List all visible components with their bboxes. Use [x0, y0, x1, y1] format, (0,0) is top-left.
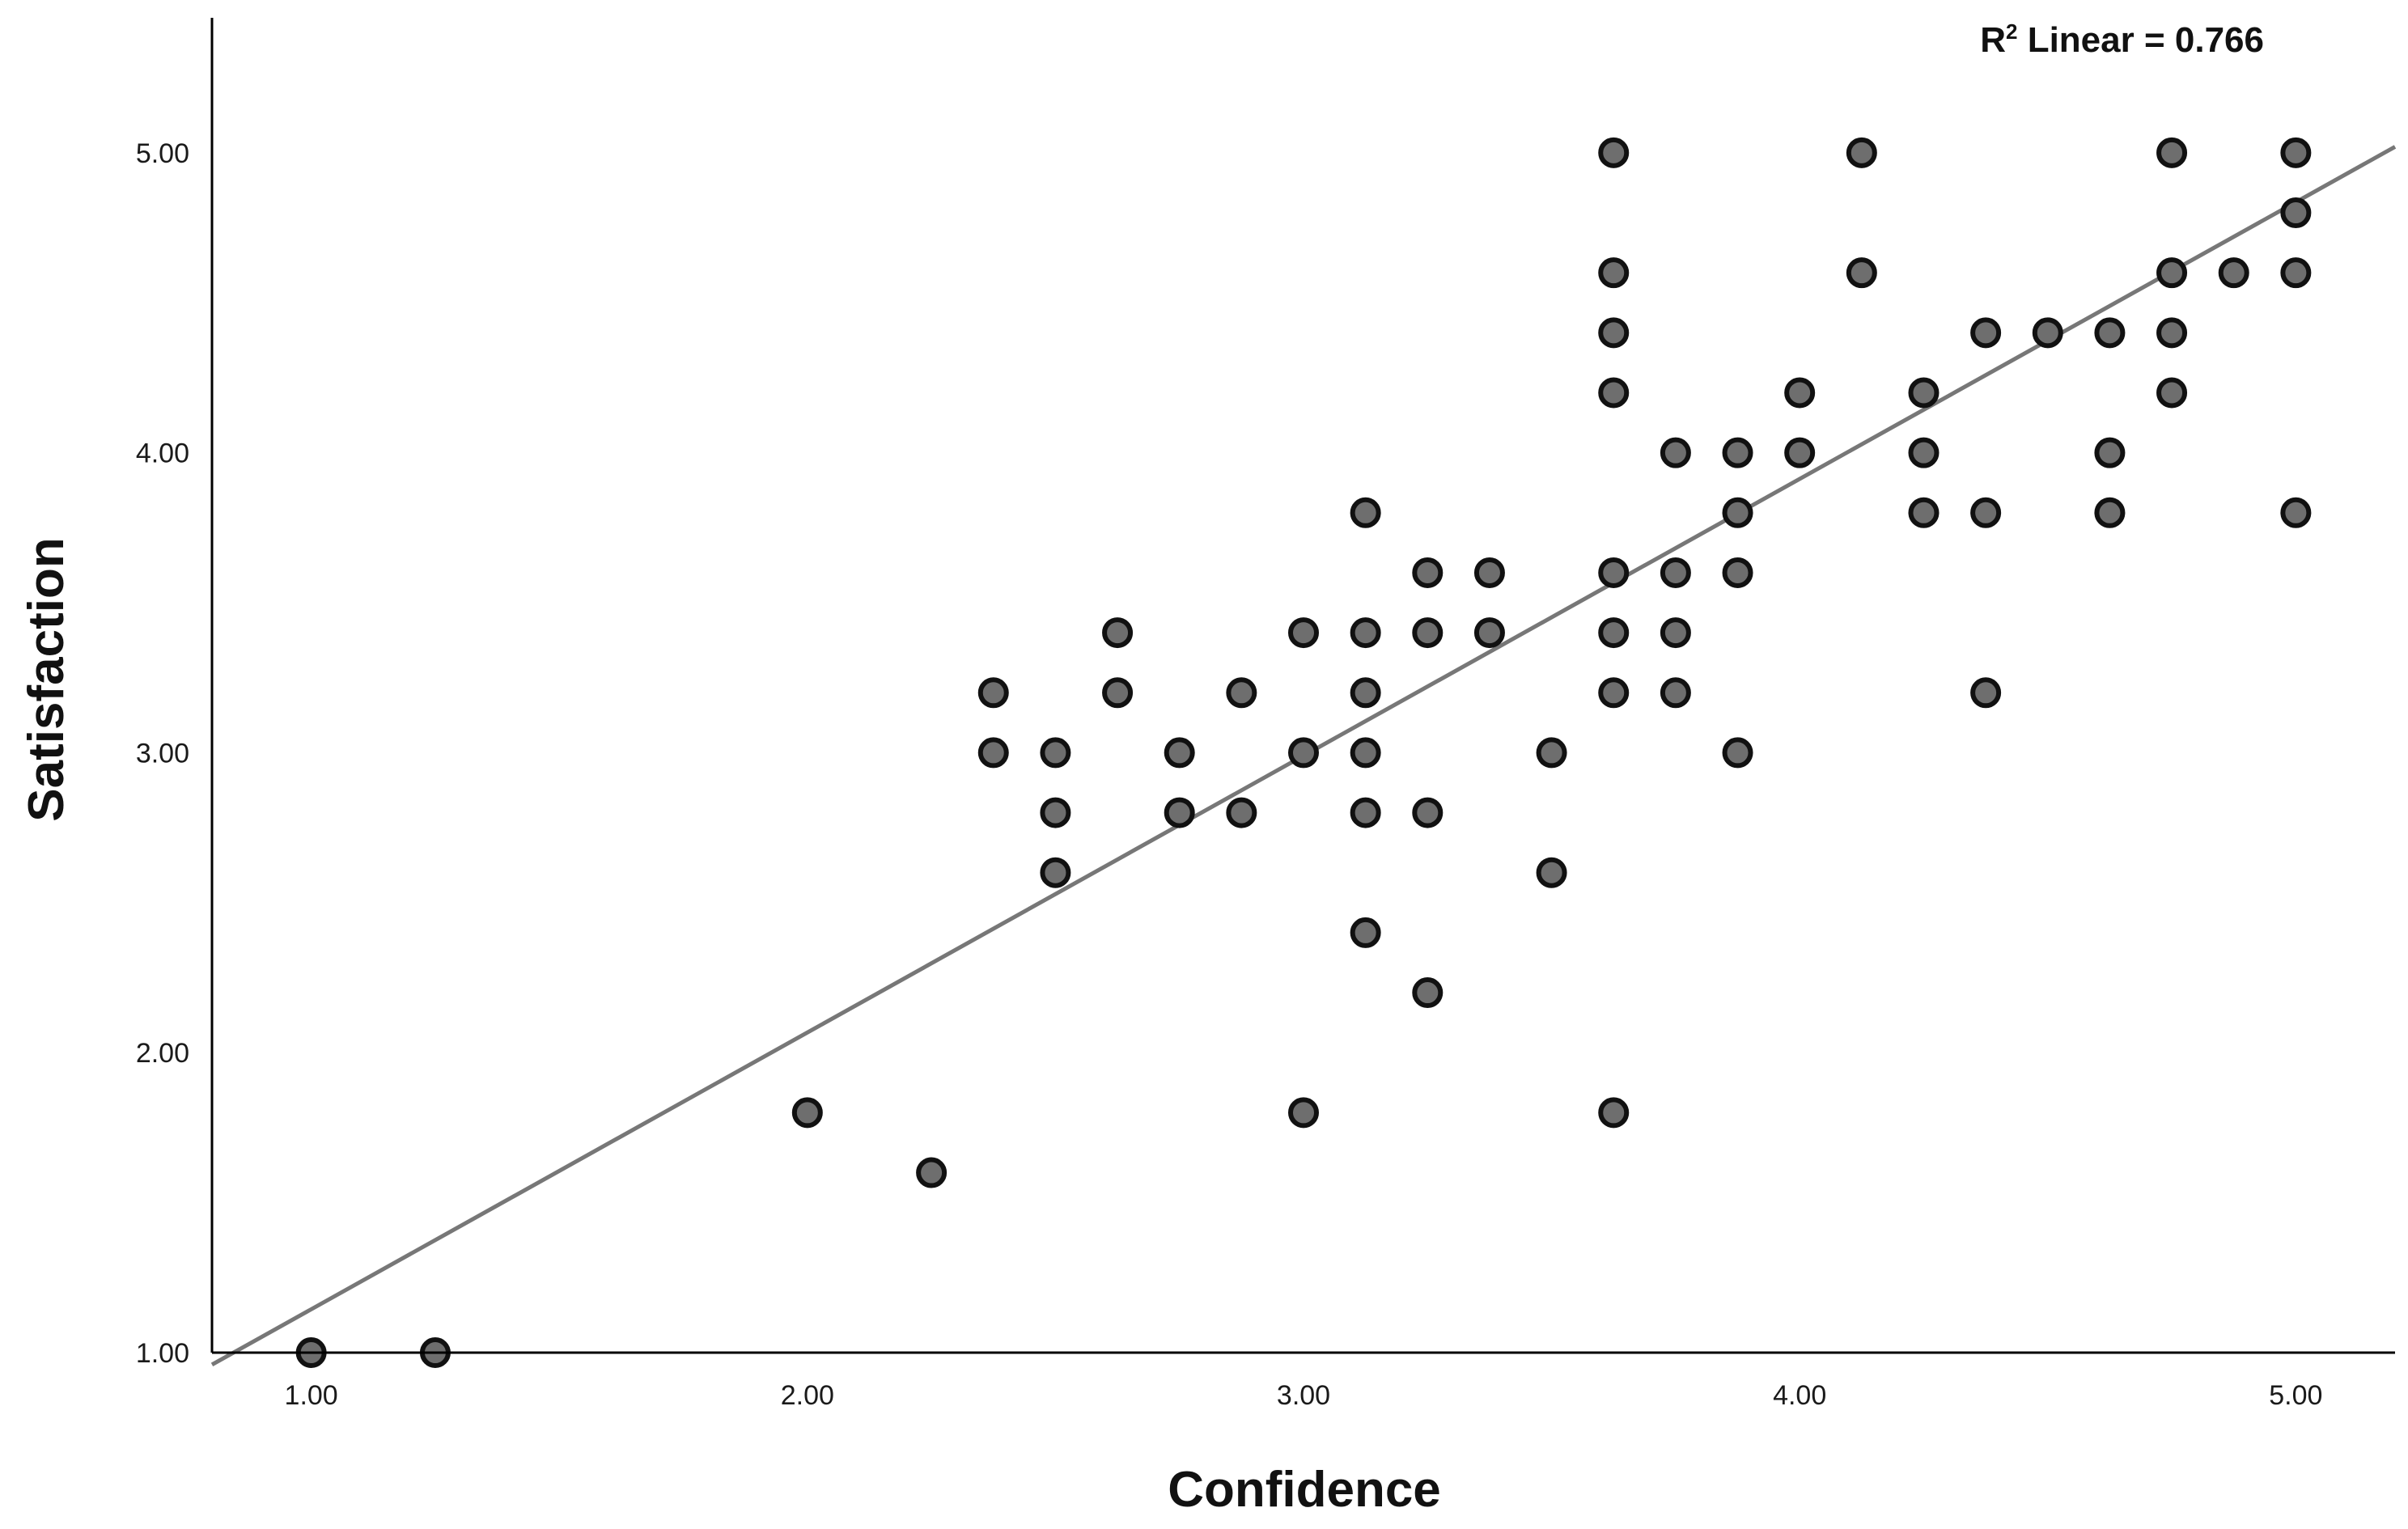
data-point: [2280, 137, 2312, 168]
data-point: [1970, 677, 2002, 709]
data-point: [2156, 377, 2188, 409]
data-point: [916, 1157, 948, 1188]
data-point: [1598, 557, 1630, 588]
data-point: [1970, 497, 2002, 528]
data-point: [1722, 737, 1753, 769]
data-point: [1102, 677, 1134, 709]
data-point: [1908, 497, 1940, 528]
y-tick-labels: 1.00 2.00 3.00 4.00 5.00: [136, 138, 189, 1369]
data-point: [1536, 857, 1567, 888]
r-squared-annotation: R2 Linear = 0.766: [1980, 19, 2264, 60]
data-point: [1598, 317, 1630, 349]
data-point: [1722, 557, 1753, 588]
data-point: [1660, 557, 1691, 588]
data-point: [2218, 257, 2249, 289]
x-tick-label: 4.00: [1773, 1380, 1826, 1411]
y-tick-label: 1.00: [136, 1338, 189, 1369]
data-point: [1350, 797, 1381, 828]
data-point: [1908, 437, 1940, 468]
data-point: [2094, 317, 2126, 349]
data-point: [1040, 797, 1071, 828]
data-point: [1598, 257, 1630, 289]
data-point: [1164, 737, 1195, 769]
data-point: [1226, 797, 1257, 828]
data-point: [2094, 437, 2126, 468]
data-point: [2280, 497, 2312, 528]
data-point: [2156, 257, 2188, 289]
data-point: [1784, 437, 1816, 468]
data-point: [1412, 617, 1444, 649]
data-point: [1598, 137, 1630, 168]
x-tick-label: 5.00: [2269, 1380, 2322, 1411]
y-tick-label: 5.00: [136, 138, 189, 169]
data-point: [2156, 317, 2188, 349]
data-point: [1350, 917, 1381, 948]
data-point: [1846, 137, 1877, 168]
data-point: [1722, 437, 1753, 468]
data-point: [1412, 797, 1444, 828]
data-point: [1040, 857, 1071, 888]
data-point: [1722, 497, 1753, 528]
data-point: [2032, 317, 2063, 349]
data-point: [1784, 377, 1816, 409]
y-tick-label: 3.00: [136, 738, 189, 769]
data-point: [1412, 557, 1444, 588]
x-tick-label: 2.00: [781, 1380, 834, 1411]
x-tick-labels: 1.00 2.00 3.00 4.00 5.00: [285, 1380, 2323, 1411]
data-point: [1536, 737, 1567, 769]
data-point: [1288, 617, 1319, 649]
data-point: [2094, 497, 2126, 528]
data-point: [2280, 257, 2312, 289]
data-point: [791, 1097, 823, 1129]
data-point: [2156, 137, 2188, 168]
data-point: [1102, 617, 1134, 649]
data-point: [1288, 737, 1319, 769]
axes-layer: [210, 18, 2395, 1354]
x-tick-label: 1.00: [285, 1380, 338, 1411]
r-superscript: 2: [2006, 19, 2017, 44]
y-tick-label: 2.00: [136, 1038, 189, 1069]
data-point: [977, 737, 1009, 769]
x-axis-title: Confidence: [1168, 1462, 1441, 1518]
data-point: [1660, 617, 1691, 649]
data-point: [1970, 317, 2002, 349]
data-point: [1350, 737, 1381, 769]
data-point: [1040, 737, 1071, 769]
x-tick-label: 3.00: [1277, 1380, 1330, 1411]
data-point: [1350, 497, 1381, 528]
data-point: [1350, 677, 1381, 709]
data-point: [1908, 377, 1940, 409]
data-point: [1226, 677, 1257, 709]
data-point: [1660, 677, 1691, 709]
data-point: [977, 677, 1009, 709]
r-squared-text: Linear = 0.766: [2017, 20, 2264, 60]
data-point: [2280, 197, 2312, 229]
data-point: [1598, 617, 1630, 649]
data-point: [1598, 1097, 1630, 1129]
data-point: [1412, 977, 1444, 1009]
data-point: [1598, 677, 1630, 709]
points-layer: [295, 137, 2312, 1368]
data-point: [1164, 797, 1195, 828]
data-point: [1288, 1097, 1319, 1129]
data-point: [1846, 257, 1877, 289]
y-tick-label: 4.00: [136, 438, 189, 469]
data-point: [1473, 557, 1505, 588]
data-point: [1660, 437, 1691, 468]
data-point: [1598, 377, 1630, 409]
data-point: [1473, 617, 1505, 649]
r-symbol: R: [1980, 20, 2006, 60]
data-point: [1350, 617, 1381, 649]
y-axis-title: Satisfaction: [19, 537, 74, 821]
